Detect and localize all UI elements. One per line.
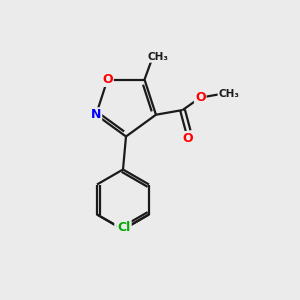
Text: N: N (91, 108, 101, 121)
Text: CH₃: CH₃ (218, 89, 239, 99)
Text: O: O (195, 91, 206, 104)
Text: Cl: Cl (115, 221, 128, 234)
Text: CH₃: CH₃ (147, 52, 168, 62)
Text: O: O (182, 132, 193, 145)
Text: Cl: Cl (118, 221, 131, 234)
Text: O: O (102, 73, 113, 86)
